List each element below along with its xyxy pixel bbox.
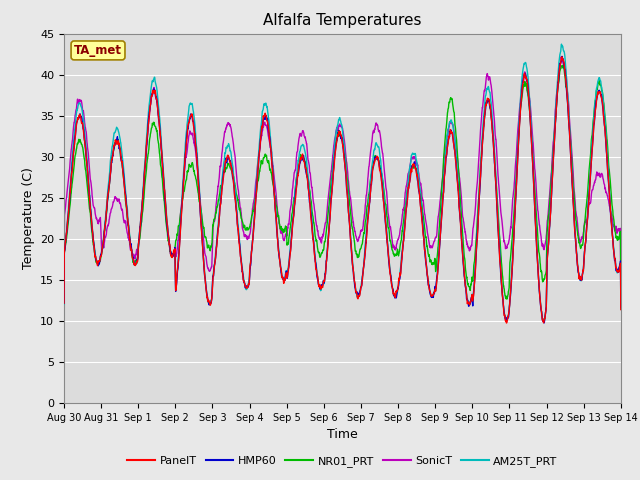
X-axis label: Time: Time (327, 429, 358, 442)
Legend: PanelT, HMP60, NR01_PRT, SonicT, AM25T_PRT: PanelT, HMP60, NR01_PRT, SonicT, AM25T_P… (123, 452, 562, 471)
Title: Alfalfa Temperatures: Alfalfa Temperatures (263, 13, 422, 28)
Y-axis label: Temperature (C): Temperature (C) (22, 168, 35, 269)
Text: TA_met: TA_met (74, 44, 122, 57)
